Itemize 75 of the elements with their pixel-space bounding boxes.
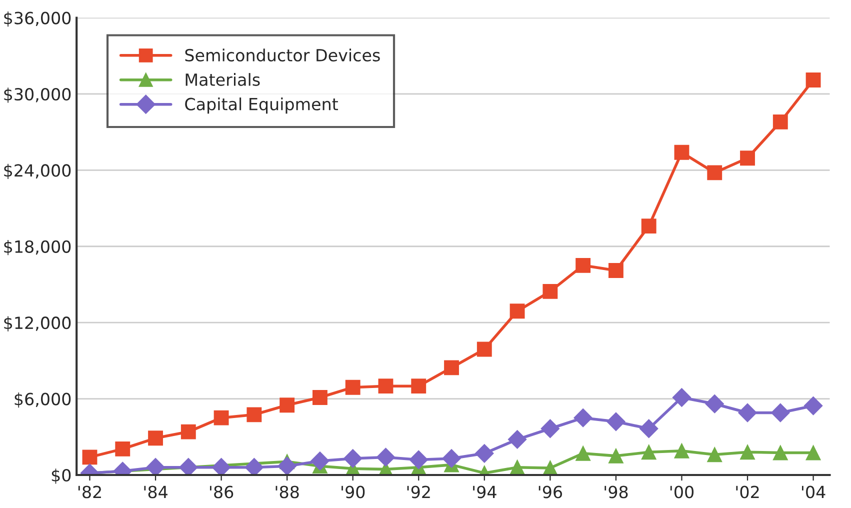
y-tick-label: $0 bbox=[52, 468, 71, 484]
x-tick-label: '94 bbox=[473, 486, 496, 498]
legend-label: Semiconductor Devices bbox=[185, 48, 380, 62]
point bbox=[772, 445, 788, 460]
point bbox=[806, 445, 821, 460]
point bbox=[804, 396, 823, 416]
point bbox=[705, 394, 724, 414]
point bbox=[312, 390, 328, 405]
x-tick-label: '82 bbox=[78, 486, 101, 498]
point bbox=[771, 403, 790, 422]
y-tick-label: $36,000 bbox=[4, 11, 71, 27]
point bbox=[608, 263, 624, 278]
x-tick-label: '88 bbox=[276, 486, 299, 498]
point bbox=[576, 446, 591, 461]
point bbox=[214, 410, 229, 426]
legend-label: Capital Equipment bbox=[185, 98, 338, 114]
point bbox=[641, 444, 656, 460]
x-tick-label: '04 bbox=[802, 486, 826, 498]
point bbox=[540, 419, 560, 438]
point bbox=[444, 360, 459, 376]
point bbox=[740, 150, 755, 166]
x-tick-label: '96 bbox=[538, 486, 562, 498]
point bbox=[641, 218, 656, 234]
point bbox=[343, 449, 362, 468]
point bbox=[674, 144, 690, 160]
x-tick-label: '86 bbox=[210, 486, 234, 498]
point bbox=[574, 408, 592, 428]
y-tick-label: $24,000 bbox=[4, 164, 71, 179]
point bbox=[806, 72, 821, 88]
point bbox=[772, 114, 788, 130]
x-tick-label: '98 bbox=[604, 486, 628, 498]
point bbox=[576, 258, 591, 273]
point bbox=[707, 165, 722, 180]
point bbox=[244, 458, 264, 475]
point bbox=[280, 398, 295, 413]
point bbox=[707, 447, 722, 462]
point bbox=[378, 378, 394, 394]
point bbox=[674, 443, 690, 458]
point bbox=[475, 444, 494, 463]
y-tick-label: $6,000 bbox=[14, 392, 71, 408]
point bbox=[442, 449, 461, 468]
point bbox=[212, 458, 231, 475]
point bbox=[608, 448, 624, 464]
point bbox=[278, 456, 296, 475]
point bbox=[179, 458, 198, 475]
x-tick-label: '02 bbox=[736, 486, 759, 498]
x-tick-label: '92 bbox=[407, 486, 430, 498]
x-tick-label: '90 bbox=[342, 486, 365, 498]
point bbox=[148, 430, 163, 446]
point bbox=[510, 460, 525, 475]
point bbox=[639, 419, 658, 438]
y-tick-label: $18,000 bbox=[4, 240, 71, 256]
point bbox=[310, 452, 330, 470]
point bbox=[82, 450, 98, 465]
point bbox=[376, 448, 396, 467]
point bbox=[345, 380, 360, 395]
point bbox=[246, 407, 262, 422]
point bbox=[672, 388, 692, 407]
x-tick-label: '00 bbox=[670, 486, 694, 498]
point bbox=[411, 378, 426, 394]
point bbox=[542, 284, 558, 299]
point bbox=[606, 412, 626, 431]
point bbox=[508, 430, 527, 449]
point bbox=[180, 424, 196, 440]
x-tick-label: '84 bbox=[144, 486, 168, 498]
y-tick-label: $12,000 bbox=[4, 316, 71, 332]
point bbox=[409, 450, 428, 470]
legend-label: Materials bbox=[186, 73, 260, 86]
point bbox=[146, 458, 165, 475]
point bbox=[115, 441, 130, 456]
point bbox=[476, 342, 492, 357]
point bbox=[738, 403, 757, 422]
y-tick-label: $30,000 bbox=[4, 88, 71, 103]
point bbox=[740, 444, 755, 460]
point bbox=[510, 304, 525, 319]
